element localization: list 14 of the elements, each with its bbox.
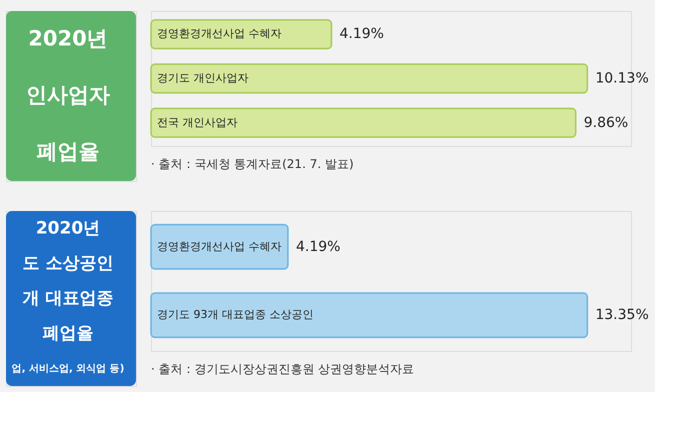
y-tick-label: 전국 개인사업자 xyxy=(157,116,238,129)
y-tick-label: 경영환경개선사업 수혜자 xyxy=(157,240,282,253)
data-label: 4.19% xyxy=(339,26,384,42)
text: 2020년 도 소상공인 개 대표업종 폐업율 업, 서비스업, 외식업 등) xyxy=(12,218,124,374)
text: · 출처 : 경기도시장상권진흥원 상권영향분석자료 xyxy=(151,362,414,376)
y-tick-label: 경기도 93개 대표업종 소상공인 xyxy=(157,308,314,322)
chart-title: 2020년 인사업자 폐업율 xyxy=(26,26,110,164)
y-tick-label: 경영환경개선사업 수혜자 xyxy=(157,27,282,40)
y-tick-label: 경기도 개인사업자 xyxy=(157,72,248,84)
data-label: 10.13% xyxy=(595,70,649,86)
text: · 출처 : 국세청 통계자료(21. 7. 발표) xyxy=(151,157,354,171)
data-label: 4.19% xyxy=(296,238,340,255)
data-label: 9.86% xyxy=(584,114,628,131)
data-label: 13.35% xyxy=(595,307,649,324)
